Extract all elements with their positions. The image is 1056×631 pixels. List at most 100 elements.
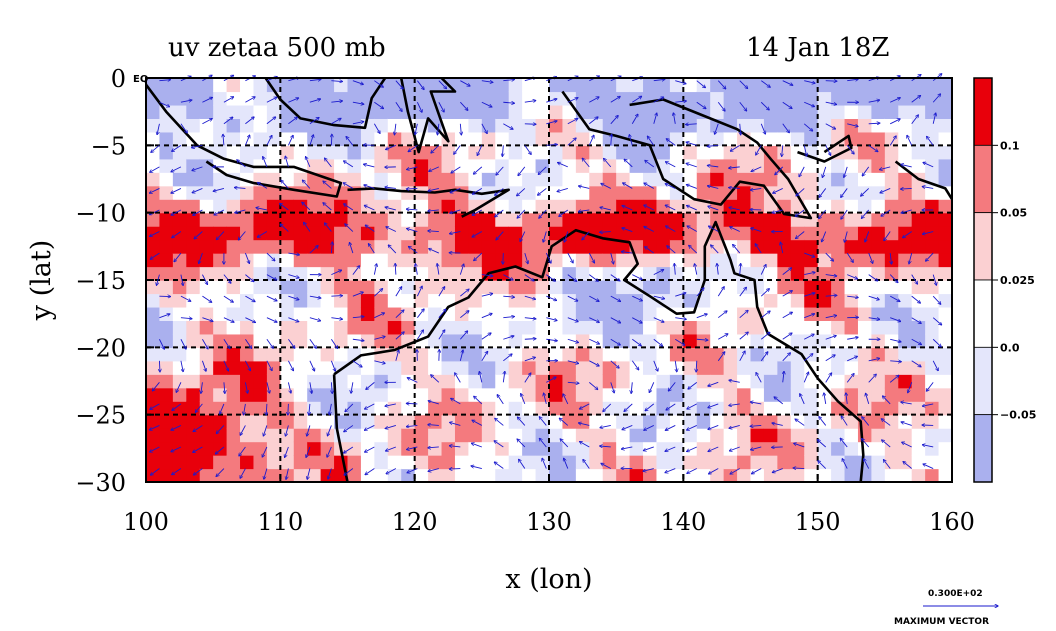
field-cell	[374, 172, 389, 187]
wind-vector	[521, 394, 526, 405]
field-cell	[777, 131, 792, 146]
field-cell	[293, 78, 308, 93]
field-cell	[468, 441, 483, 456]
coastline	[332, 374, 349, 482]
field-cell	[562, 78, 577, 93]
wind-vector	[365, 225, 375, 232]
field-cell	[589, 347, 604, 362]
field-cell	[347, 293, 362, 308]
wind-vector	[588, 135, 594, 146]
field-cell	[253, 360, 268, 375]
wind-vector	[406, 188, 418, 189]
field-cell	[320, 347, 335, 362]
coastline	[561, 90, 813, 220]
field-cell	[925, 239, 940, 254]
wind-vector	[911, 115, 919, 125]
field-cell	[656, 468, 671, 482]
field-cell	[911, 131, 926, 146]
wind-vector	[518, 417, 526, 426]
field-cell	[871, 78, 886, 93]
field-cell	[804, 455, 819, 470]
field-cell	[253, 212, 268, 227]
wind-vector	[496, 231, 504, 240]
field-cell	[656, 239, 671, 254]
wind-vector	[643, 468, 654, 472]
field-cell	[602, 226, 617, 241]
field-cell	[777, 172, 792, 187]
field-cell	[616, 455, 631, 470]
field-cell	[857, 401, 872, 416]
field-cell	[266, 414, 281, 429]
field-cell	[710, 78, 725, 93]
field-cell	[844, 158, 859, 173]
field-cell	[522, 293, 537, 308]
field-cell	[468, 172, 483, 187]
wind-vector	[847, 337, 858, 340]
field-cell	[710, 360, 725, 375]
field-cell	[925, 320, 940, 335]
field-cell	[562, 414, 577, 429]
field-cell	[280, 145, 295, 160]
field-cell	[549, 401, 564, 416]
wind-vector	[644, 205, 654, 211]
field-cell	[763, 414, 778, 429]
field-cell	[629, 172, 644, 187]
field-cell	[629, 455, 644, 470]
wind-vector	[406, 403, 418, 404]
field-cell	[240, 266, 255, 281]
field-cell	[454, 172, 469, 187]
wind-vector	[266, 295, 277, 301]
wind-vector	[665, 446, 676, 451]
wind-vector	[558, 163, 568, 168]
coastline	[333, 220, 865, 482]
field-cell	[172, 414, 187, 429]
field-cell	[562, 158, 577, 173]
field-cell	[737, 441, 752, 456]
field-cell	[146, 455, 161, 470]
field-cell	[213, 374, 228, 389]
wind-vector	[503, 296, 514, 297]
field-cell	[602, 199, 617, 214]
field-cell	[616, 253, 631, 268]
field-cell	[602, 428, 617, 443]
field-cell	[172, 172, 187, 187]
field-cell	[790, 468, 805, 482]
field-cell	[817, 333, 832, 348]
wind-vector	[804, 293, 815, 297]
field-cell	[710, 131, 725, 146]
field-cell	[643, 401, 658, 416]
field-cell	[146, 347, 161, 362]
field-cell	[334, 374, 349, 389]
field-cell	[481, 360, 496, 375]
wind-vector	[193, 425, 203, 431]
field-cell	[146, 266, 161, 281]
field-cell	[696, 172, 711, 187]
field-cell	[602, 468, 617, 482]
field-cell	[602, 104, 617, 119]
wind-vector	[708, 425, 719, 429]
field-cell	[884, 212, 899, 227]
field-cell	[871, 226, 886, 241]
field-cell	[817, 468, 832, 482]
field-cell	[374, 333, 389, 348]
wind-vector	[868, 252, 873, 263]
field-cell	[159, 293, 174, 308]
wind-vector	[645, 403, 655, 411]
wind-vector	[543, 231, 547, 243]
field-cell	[831, 306, 846, 321]
field-cell	[320, 266, 335, 281]
field-cell	[938, 226, 952, 241]
field-cell	[871, 320, 886, 335]
field-cell	[495, 104, 510, 119]
field-cell	[804, 428, 819, 443]
field-cell	[320, 401, 335, 416]
field-cell	[750, 455, 765, 470]
field-cell	[817, 239, 832, 254]
field-cell	[186, 441, 201, 456]
wind-vector	[666, 139, 676, 146]
field-cell	[374, 414, 389, 429]
field-cell	[226, 455, 241, 470]
field-cell	[495, 414, 510, 429]
field-cell	[938, 401, 952, 416]
field-cell	[629, 374, 644, 389]
